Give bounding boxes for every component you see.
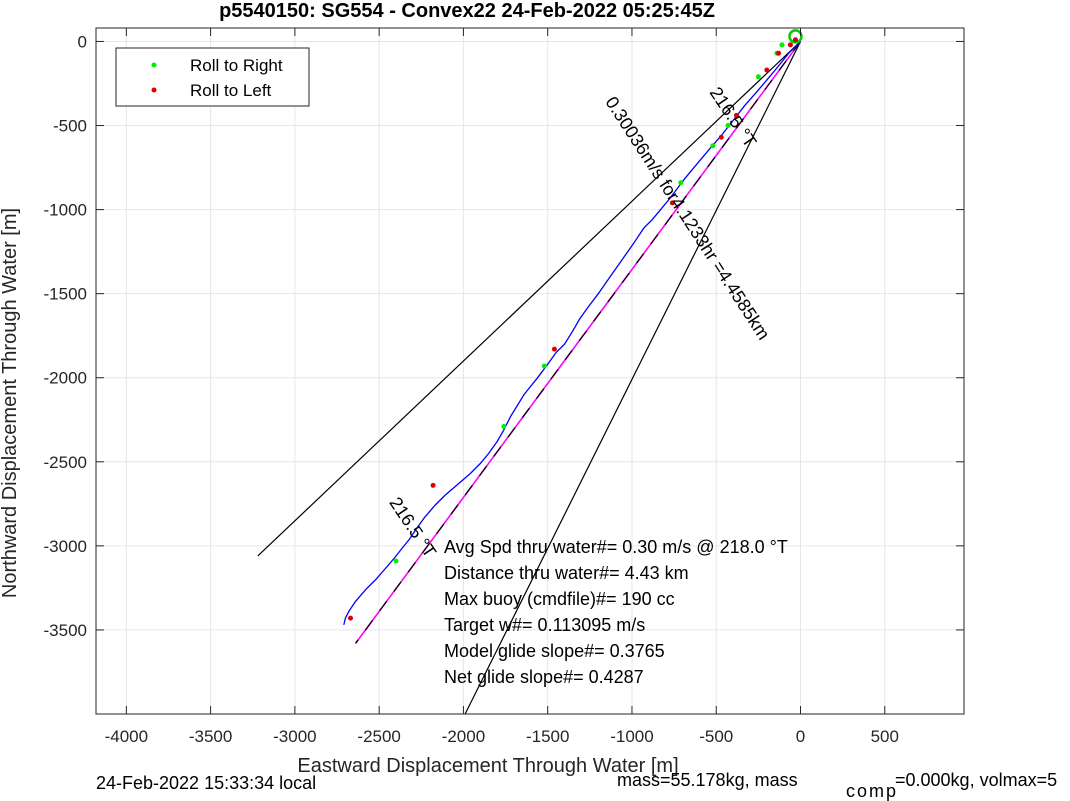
roll-left-point xyxy=(551,346,557,352)
roll-right-point xyxy=(725,123,731,129)
roll-right-point xyxy=(393,558,399,564)
x-tick-label: 0 xyxy=(796,727,805,746)
footer-local-time: 24-Feb-2022 15:33:34 local xyxy=(96,773,316,793)
annotation-max-buoy: Max buoy (cmdfile)#= 190 cc xyxy=(444,589,675,609)
legend-marker-roll-left xyxy=(151,87,157,93)
roll-left-point xyxy=(764,67,770,73)
y-tick-label: -3000 xyxy=(44,537,87,556)
y-tick-label: -2000 xyxy=(44,369,87,388)
data-lines xyxy=(257,29,803,715)
x-tick-label: -2000 xyxy=(442,727,485,746)
x-tick-label: -2500 xyxy=(357,727,400,746)
y-axis-label: Northward Displacement Through Water [m] xyxy=(0,208,21,598)
roll-right-point xyxy=(541,363,547,369)
bearing-line xyxy=(464,41,802,715)
roll-left-point xyxy=(792,37,798,43)
x-axis-label: Eastward Displacement Through Water [m] xyxy=(297,755,678,777)
footer-mass: mass=55.178kg, mass xyxy=(617,770,798,790)
roll-left-point xyxy=(733,112,739,118)
annotation-net-glide: Net glide slope#= 0.4287 xyxy=(444,667,644,687)
target-course-dashed-line xyxy=(355,41,801,644)
ticks: -4000 -3500 -3000 -2500 -2000 -1500 -1000 -500 0… xyxy=(44,28,964,746)
plot-area xyxy=(96,28,964,714)
legend-label-roll-right: Roll to Right xyxy=(190,56,283,75)
annotation-avg-speed: Avg Spd thru water#= 0.30 m/s @ 218.0 °T xyxy=(444,537,788,557)
footer: 24-Feb-2022 15:33:34 local mass=55.178kg… xyxy=(96,770,1057,801)
y-tick-label: -1500 xyxy=(44,285,87,304)
roll-left-point xyxy=(348,615,354,621)
stats-annotations: Avg Spd thru water#= 0.30 m/s @ 218.0 °T… xyxy=(444,537,788,687)
x-tick-label: -3500 xyxy=(189,727,232,746)
x-tick-label: -1000 xyxy=(610,727,653,746)
legend-box xyxy=(115,47,310,107)
roll-right-point xyxy=(779,42,785,48)
y-tick-label: -500 xyxy=(53,117,87,136)
roll-left-point xyxy=(718,134,724,140)
x-tick-label: -500 xyxy=(699,727,733,746)
legend-marker-roll-right xyxy=(151,62,157,68)
grid xyxy=(96,28,964,714)
roll-left-point xyxy=(669,200,675,206)
x-tick-label: 500 xyxy=(871,727,899,746)
legend: Roll to Right Roll to Left xyxy=(115,47,310,107)
roll-left-point xyxy=(430,482,436,488)
bearing-line xyxy=(257,41,801,557)
footer-volmax: =0.000kg, volmax=5 xyxy=(895,770,1057,790)
y-tick-label: -3500 xyxy=(44,621,87,640)
y-tick-label: -2500 xyxy=(44,453,87,472)
roll-left-point xyxy=(776,50,782,56)
annotation-target-w: Target w#= 0.113095 m/s xyxy=(444,615,645,635)
y-tick-label: 0 xyxy=(78,32,87,51)
roll-right-point xyxy=(678,180,684,186)
x-tick-label: -1500 xyxy=(526,727,569,746)
y-tick-label: -1000 xyxy=(44,201,87,220)
chart-title: p5540150: SG554 - Convex22 24-Feb-2022 0… xyxy=(219,0,715,22)
data-points xyxy=(348,37,798,621)
plot-frame xyxy=(95,27,965,715)
roll-left-point xyxy=(787,42,793,48)
annotation-model-glide: Model glide slope#= 0.3765 xyxy=(444,641,665,661)
glider-track-line xyxy=(343,41,801,626)
x-tick-label: -3000 xyxy=(273,727,316,746)
footer-comp-subscript: comp xyxy=(846,781,898,801)
legend-label-roll-left: Roll to Left xyxy=(190,81,272,100)
annotation-distance: Distance thru water#= 4.43 km xyxy=(444,563,689,583)
x-tick-label: -4000 xyxy=(105,727,148,746)
roll-right-point xyxy=(501,423,507,429)
roll-right-point xyxy=(755,74,761,80)
start-marker xyxy=(788,29,803,44)
roll-right-point xyxy=(710,143,716,149)
